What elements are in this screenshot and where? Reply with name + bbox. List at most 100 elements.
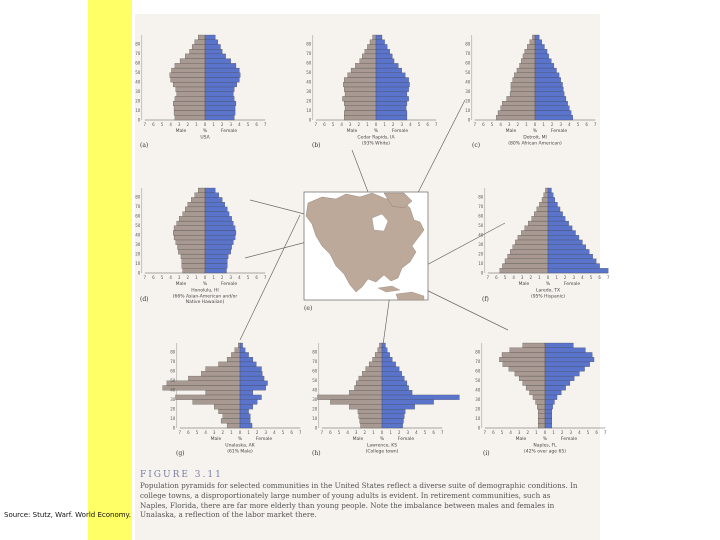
female-bar [239,404,254,410]
x-tick-label: 5 [587,430,590,435]
female-bar [204,110,236,116]
male-bar [231,352,241,358]
female-bar [375,44,388,50]
female-bar [381,399,434,405]
male-bar [174,63,206,69]
male-bar [185,53,206,59]
male-bar [516,67,536,73]
male-bar [509,91,536,97]
age-tick-label: 60 [135,214,141,219]
age-tick-label: 40 [475,388,481,393]
male-bar [185,206,206,212]
age-tick-label: 10 [475,416,481,421]
x-tick-label: 2 [561,430,564,435]
female-bar [381,371,402,377]
age-tick-label: 0 [138,270,141,275]
female-bar [375,72,406,78]
x-tick-label: 1 [542,122,545,127]
x-tick-label: 7 [299,430,302,435]
male-bar [218,408,241,414]
male-bar [173,105,206,111]
male-bar [174,115,206,121]
female-bar [544,371,580,377]
male-bar [367,44,377,50]
female-bar [204,225,236,231]
male-bar [175,86,206,92]
x-tick-label: 7 [607,275,610,280]
female-bar [534,100,568,106]
x-tick-label: 1 [195,122,198,127]
male-bar [509,347,546,353]
female-bar [375,34,383,40]
panel-letter-e: (e) [304,305,312,312]
male-bar [166,380,241,386]
axis-label: Female [564,281,581,287]
male-bar [222,413,241,419]
male-bar [534,211,549,217]
female-bar [239,390,254,396]
age-tick-label: 70 [312,359,318,364]
x-tick-label: 3 [213,430,216,435]
female-bar [204,44,221,50]
female-bar [375,67,402,73]
male-bar [220,418,241,424]
age-tick-label: 40 [312,388,318,393]
x-tick-label: 2 [256,430,259,435]
male-bar [173,100,206,106]
age-tick-label: 20 [475,406,481,411]
male-bar [524,49,536,55]
pyramid-caption: (61% Male) [227,448,253,454]
x-tick-label: 5 [282,430,285,435]
female-bar [204,230,237,236]
female-bar [239,366,262,372]
age-tick-label: 30 [312,397,318,402]
male-bar [368,361,383,367]
male-bar [543,192,549,198]
male-bar [173,235,206,241]
female-bar [239,399,258,405]
male-bar [192,399,241,405]
age-tick-label: 10 [312,416,318,421]
pyramid-caption: (80% African American) [508,140,562,146]
male-bar [178,249,206,255]
male-bar [344,105,377,111]
male-bar [226,423,241,429]
axis-label: Male [516,436,527,442]
female-bar [544,413,553,419]
female-bar [534,72,560,78]
x-tick-label: 5 [491,122,494,127]
x-tick-label: 1 [555,275,558,280]
age-tick-label: 80 [312,350,318,355]
x-tick-label: 6 [329,430,332,435]
male-bar [226,357,241,363]
age-tick-label: 10 [170,416,176,421]
age-tick-label: 40 [170,388,176,393]
female-bar [544,408,553,414]
pyramid-caption: (College town) [366,448,399,454]
male-bar [181,258,206,264]
age-tick-label: 40 [135,233,141,238]
axis-label: % [203,128,208,134]
female-bar [239,361,257,367]
age-tick-label: 0 [478,425,481,430]
age-tick-label: 80 [465,42,471,47]
female-bar [534,49,548,55]
age-tick-label: 60 [306,61,312,66]
age-tick-label: 50 [465,70,471,75]
age-tick-label: 30 [475,397,481,402]
x-tick-label: 1 [366,122,369,127]
map-land-greenland [383,192,413,209]
age-tick-label: 50 [475,378,481,383]
male-bar [372,34,377,40]
age-tick-label: 0 [309,117,312,122]
age-tick-label: 30 [135,242,141,247]
x-tick-label: 0 [375,122,378,127]
male-bar [343,82,377,88]
x-tick-label: 4 [169,275,172,280]
age-tick-label: 50 [312,378,318,383]
female-bar [534,86,564,92]
male-bar [504,258,549,264]
